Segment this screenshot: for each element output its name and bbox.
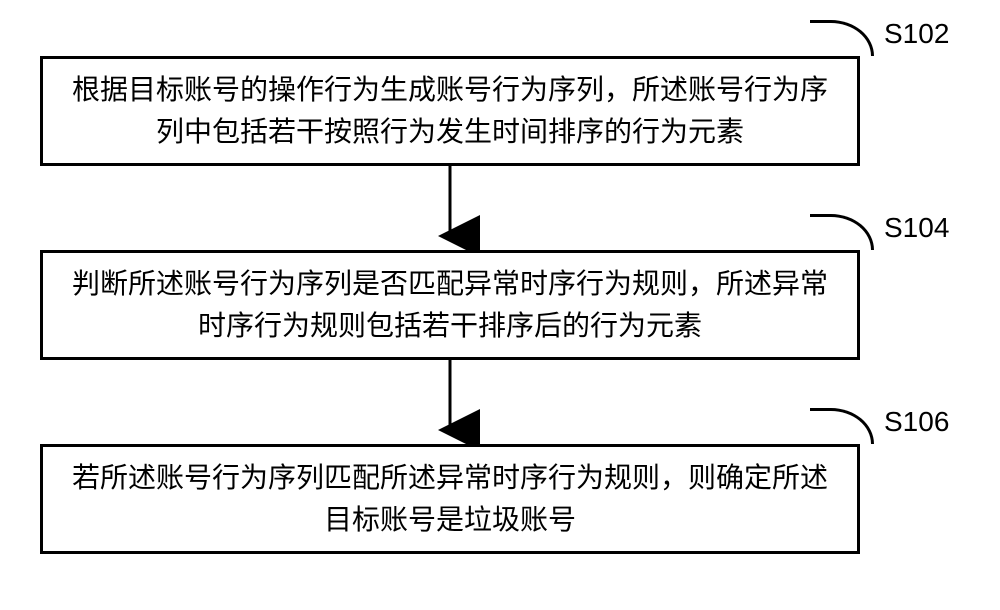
flow-node-s106: 若所述账号行为序列匹配所述异常时序行为规则，则确定所述目标账号是垃圾账号 xyxy=(40,444,860,554)
flow-node-s104: 判断所述账号行为序列是否匹配异常时序行为规则，所述异常时序行为规则包括若干排序后… xyxy=(40,250,860,360)
arrow-s102-s104 xyxy=(450,166,451,250)
flow-node-s104-text: 判断所述账号行为序列是否匹配异常时序行为规则，所述异常时序行为规则包括若干排序后… xyxy=(67,263,833,347)
callout-s102 xyxy=(810,20,874,56)
callout-s104 xyxy=(810,214,874,250)
flow-node-s106-text: 若所述账号行为序列匹配所述异常时序行为规则，则确定所述目标账号是垃圾账号 xyxy=(67,457,833,541)
arrow-s104-s106 xyxy=(450,360,451,444)
step-label-s106: S106 xyxy=(884,406,949,438)
flow-node-s102-text: 根据目标账号的操作行为生成账号行为序列，所述账号行为序列中包括若干按照行为发生时… xyxy=(67,69,833,153)
callout-s106 xyxy=(810,408,874,444)
step-label-s104: S104 xyxy=(884,212,949,244)
flowchart-canvas: 根据目标账号的操作行为生成账号行为序列，所述账号行为序列中包括若干按照行为发生时… xyxy=(0,0,1000,610)
step-label-s102: S102 xyxy=(884,18,949,50)
flow-node-s102: 根据目标账号的操作行为生成账号行为序列，所述账号行为序列中包括若干按照行为发生时… xyxy=(40,56,860,166)
